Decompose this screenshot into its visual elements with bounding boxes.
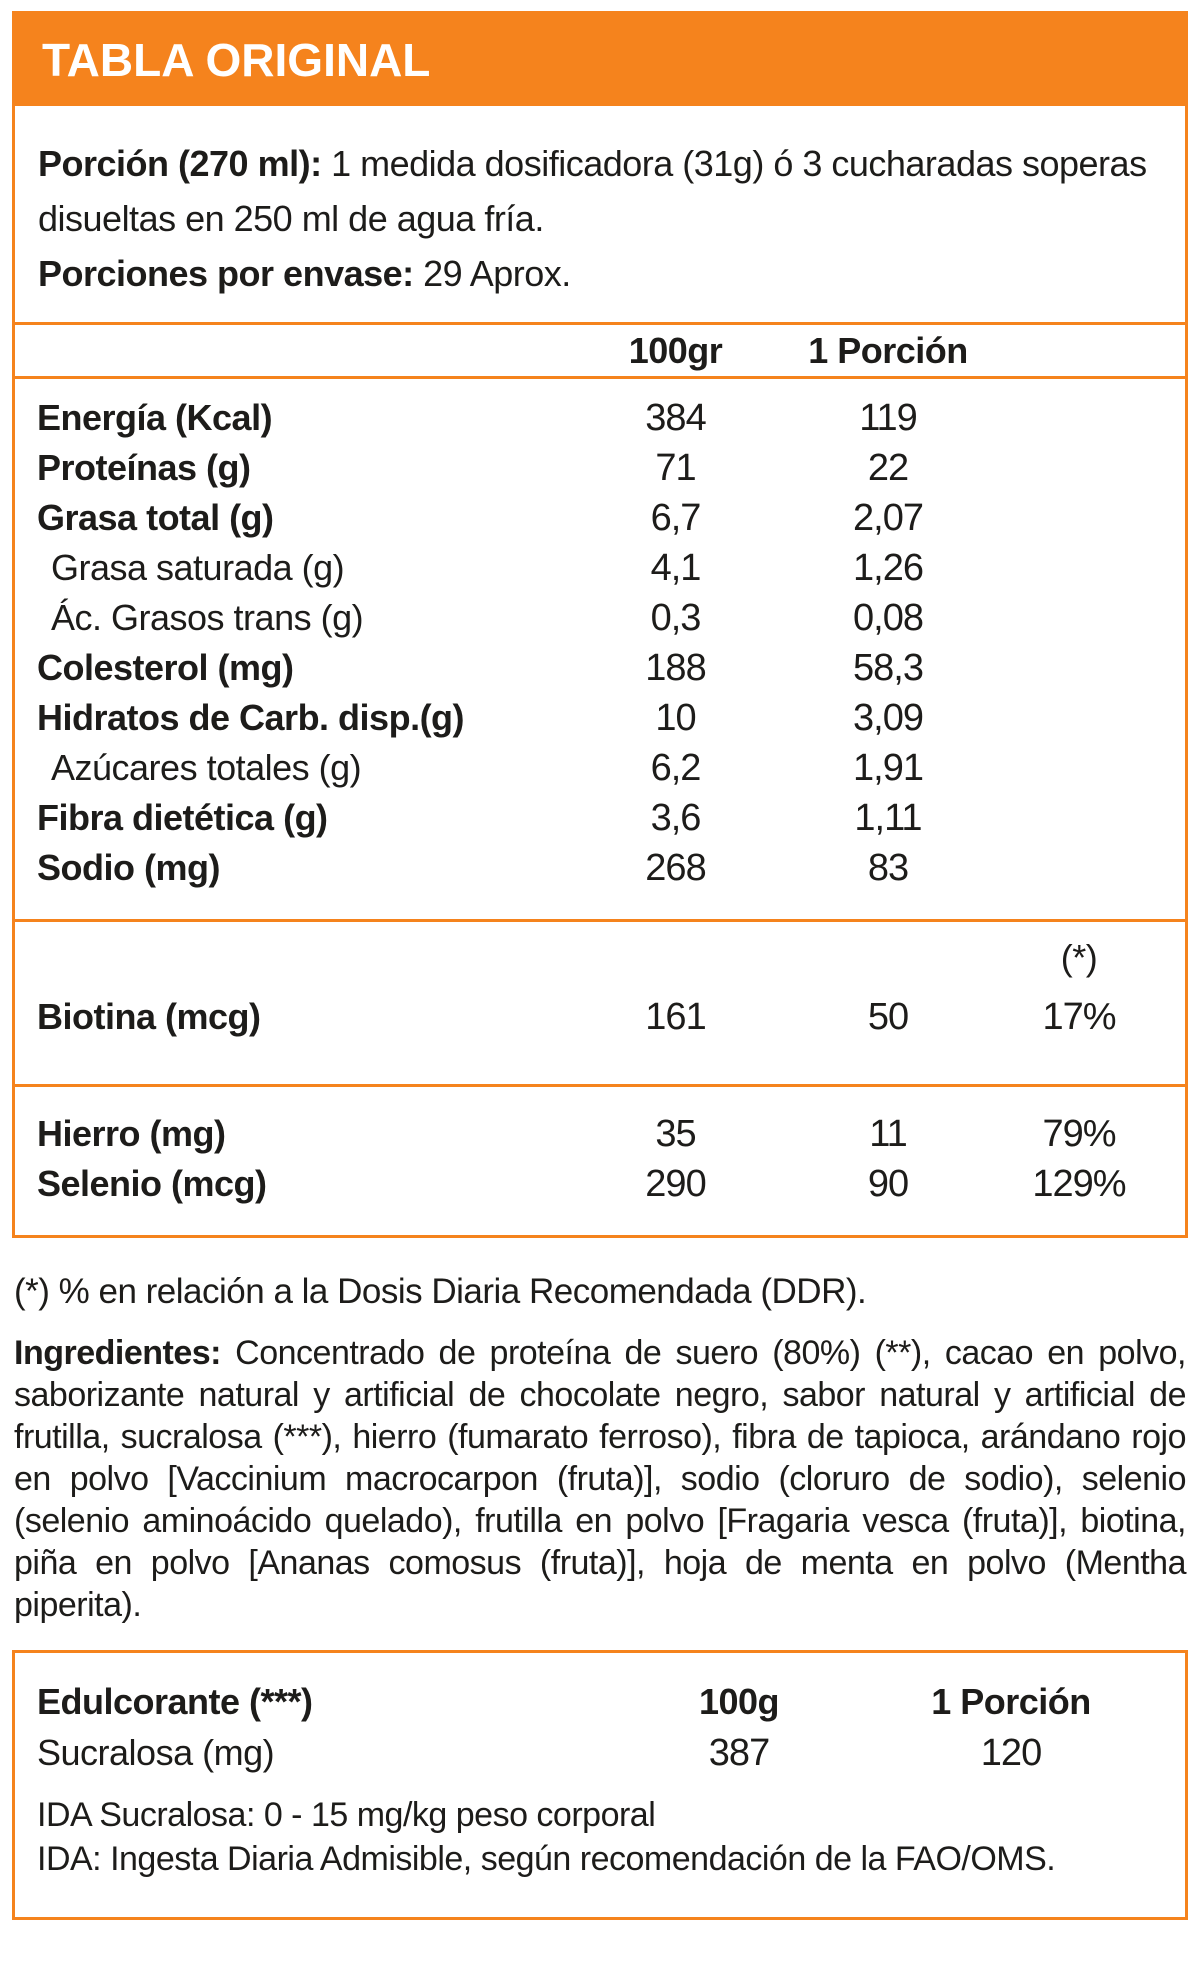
sweetener-card: Edulcorante (***) 100g 1 Porción Sucralo… [12, 1650, 1188, 1920]
ingredients-text: Concentrado de proteína de suero (80%) (… [14, 1334, 1187, 1624]
row-label: Sucralosa (mg) [37, 1732, 275, 1773]
row-label: Ác. Grasos trans (g) [51, 597, 364, 638]
value-porcion: 1,91 [853, 746, 924, 789]
mineral-row: Hierro (mg) 35 11 79% [15, 1109, 1185, 1159]
sweetener-header-row: Edulcorante (***) 100g 1 Porción [15, 1677, 1185, 1727]
value-porcion: 2,07 [853, 496, 924, 539]
value-porcion: 50 [867, 995, 909, 1038]
table-row: Sodio (mg) 268 83 [15, 843, 1185, 893]
minerals-section: Hierro (mg) 35 11 79% Selenio (mcg) 290 … [15, 1087, 1185, 1235]
value-100g: 35 [655, 1112, 696, 1155]
serving-porcion-line: Porción (270 ml): 1 medida dosificadora … [38, 136, 1161, 246]
col-header-porcion: 1 Porción [808, 329, 968, 371]
row-label: Energía (Kcal) [37, 397, 273, 438]
row-label: Hierro (mg) [37, 1113, 226, 1154]
value-100g: 3,6 [650, 796, 702, 839]
serving-envase-label: Porciones por envase: [38, 253, 414, 294]
value-ddr: 129% [1032, 1162, 1126, 1205]
table-row: Proteínas (g) 71 22 [15, 443, 1185, 493]
nutrient-rows: Energía (Kcal) 384 119 Proteínas (g) 71 … [15, 379, 1185, 922]
sweetener-row: Sucralosa (mg) 387 120 [15, 1727, 1185, 1779]
serving-envase-text: 29 Aprox. [413, 253, 571, 294]
value-100g: 188 [645, 646, 706, 689]
row-label: Colesterol (mg) [37, 647, 294, 688]
table-row: Azúcares totales (g) 6,2 1,91 [15, 743, 1185, 793]
value-100g: 0,3 [650, 596, 702, 639]
value-porcion: 1,26 [853, 546, 924, 589]
value-porcion: 11 [869, 1112, 907, 1155]
value-100g: 161 [645, 995, 706, 1038]
sweetener-col-100g: 100g [698, 1681, 780, 1722]
value-porcion: 83 [867, 846, 909, 889]
column-header-row: 100gr 1 Porción [15, 325, 1185, 379]
row-label: Hidratos de Carb. disp.(g) [37, 697, 465, 738]
value-100g: 387 [708, 1731, 770, 1774]
value-100g: 10 [655, 696, 696, 739]
table-row: Grasa saturada (g) 4,1 1,26 [15, 543, 1185, 593]
ddr-marker-row: (*) [15, 936, 1185, 980]
value-porcion: 119 [859, 396, 918, 439]
row-label: Proteínas (g) [37, 447, 251, 488]
value-100g: 6,7 [650, 496, 702, 539]
value-ddr: 17% [1042, 995, 1116, 1038]
ddr-marker: (*) [1060, 937, 1098, 978]
ingredients-paragraph: Ingredientes: Concentrado de proteína de… [12, 1332, 1188, 1626]
ddr-footnote: (*) % en relación a la Dosis Diaria Reco… [14, 1272, 867, 1311]
row-label: Biotina (mcg) [37, 996, 261, 1037]
table-row: Hidratos de Carb. disp.(g) 10 3,09 [15, 693, 1185, 743]
value-porcion: 0,08 [853, 596, 924, 639]
ida-line-2: IDA: Ingesta Diaria Admisible, según rec… [37, 1840, 1056, 1878]
row-label: Sodio (mg) [37, 847, 220, 888]
page-title: TABLA ORIGINAL [42, 34, 431, 86]
table-title-band: TABLA ORIGINAL [15, 14, 1185, 106]
vitamin-row: Biotina (mcg) 161 50 17% [15, 992, 1185, 1042]
original-table-card: TABLA ORIGINAL Porción (270 ml): 1 medid… [12, 11, 1188, 1238]
row-label: Grasa saturada (g) [51, 547, 345, 588]
value-100g: 6,2 [650, 746, 702, 789]
value-100g: 268 [645, 846, 706, 889]
serving-porcion-text: 1 medida dosificadora (31g) ó 3 cucharad… [38, 143, 1147, 239]
mineral-row: Selenio (mcg) 290 90 129% [15, 1159, 1185, 1209]
value-100g: 384 [645, 396, 706, 439]
table-row: Grasa total (g) 6,7 2,07 [15, 493, 1185, 543]
value-100g: 4,1 [650, 546, 702, 589]
value-porcion: 120 [980, 1731, 1042, 1774]
row-label: Selenio (mcg) [37, 1163, 267, 1204]
row-label: Grasa total (g) [37, 497, 274, 538]
value-ddr: 79% [1042, 1112, 1116, 1155]
ingredients-label: Ingredientes: [14, 1334, 221, 1372]
table-row: Ác. Grasos trans (g) 0,3 0,08 [15, 593, 1185, 643]
table-row: Colesterol (mg) 188 58,3 [15, 643, 1185, 693]
ida-line-1: IDA Sucralosa: 0 - 15 mg/kg peso corpora… [37, 1796, 656, 1834]
table-row: Energía (Kcal) 384 119 [15, 393, 1185, 443]
row-label: Azúcares totales (g) [51, 747, 362, 788]
vitamins-section: (*) Biotina (mcg) 161 50 17% [15, 922, 1185, 1087]
value-porcion: 22 [867, 446, 909, 489]
value-porcion: 3,09 [853, 696, 924, 739]
value-porcion: 1,11 [854, 796, 922, 839]
value-porcion: 90 [867, 1162, 909, 1205]
row-label: Fibra dietética (g) [37, 797, 328, 838]
serving-info: Porción (270 ml): 1 medida dosificadora … [15, 106, 1185, 325]
serving-envase-line: Porciones por envase: 29 Aprox. [38, 246, 1161, 301]
sweetener-header-label: Edulcorante (***) [37, 1681, 313, 1722]
value-100g: 290 [645, 1162, 706, 1205]
value-porcion: 58,3 [853, 646, 924, 689]
col-header-100gr: 100gr [628, 329, 723, 371]
ida-lines: IDA Sucralosa: 0 - 15 mg/kg peso corpora… [15, 1793, 1185, 1881]
sweetener-col-porcion: 1 Porción [931, 1681, 1091, 1722]
serving-porcion-label: Porción (270 ml): [38, 143, 322, 184]
value-100g: 71 [655, 446, 696, 489]
table-row: Fibra dietética (g) 3,6 1,11 [15, 793, 1185, 843]
